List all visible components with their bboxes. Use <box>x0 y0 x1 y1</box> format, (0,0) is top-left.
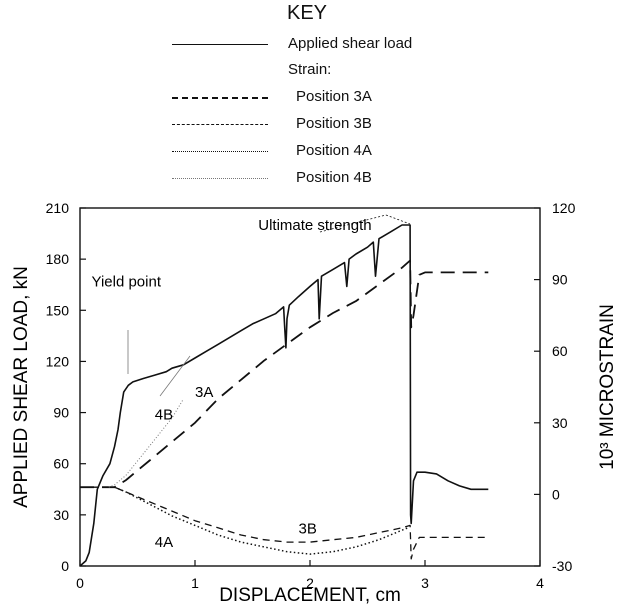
right-y-tick-label: 120 <box>552 200 576 216</box>
series-position-3b <box>80 486 489 560</box>
left-y-axis-label: APPLIED SHEAR LOAD, kN <box>11 266 32 508</box>
right-y-tick-label: 90 <box>552 272 568 288</box>
leader-ultimate-strength <box>319 214 387 233</box>
key-line-position-4b <box>172 178 268 179</box>
x-axis-label: DISPLACEMENT, cm <box>219 585 401 606</box>
right-y-tick-label: 60 <box>552 343 568 359</box>
left-y-tick-label: 30 <box>53 507 69 523</box>
left-y-tick-label: 90 <box>53 405 69 421</box>
key-title: KEY <box>287 2 328 24</box>
left-y-axis: 0 30 60 90 120 150 180 210 <box>46 200 86 574</box>
left-y-tick-label: 120 <box>46 353 70 369</box>
x-tick-label: 1 <box>191 575 199 591</box>
leader-4b <box>159 355 191 397</box>
right-y-tick-label: -30 <box>552 558 572 574</box>
key-line-position-3b <box>172 124 268 125</box>
right-y-axis: -30 0 30 60 90 120 <box>534 200 576 574</box>
series-position-3a <box>80 259 489 489</box>
key-label-applied-shear-load: Applied shear load <box>288 35 413 52</box>
annotation-3a: 3A <box>195 384 213 401</box>
left-y-tick-label: 210 <box>46 200 70 216</box>
x-tick-label: 3 <box>421 575 429 591</box>
key-label-position-4a: Position 4A <box>296 142 372 159</box>
annotation-yield-point: Yield point <box>92 273 162 290</box>
key-label-position-4b: Position 4B <box>296 169 372 186</box>
x-tick-label: 4 <box>536 575 544 591</box>
series-group <box>79 224 489 567</box>
annotation-4b: 4B <box>155 406 173 423</box>
key-label-position-3a: Position 3A <box>296 88 372 105</box>
annotation-4a: 4A <box>155 534 173 551</box>
key-line-position-3a <box>172 97 268 99</box>
plot-frame <box>79 207 541 567</box>
annotation-ultimate-strength: Ultimate strength <box>258 217 371 234</box>
annotation-3b: 3B <box>299 521 317 538</box>
series-position-4b <box>108 398 184 488</box>
key-label-position-3b: Position 3B <box>296 115 372 132</box>
left-y-tick-label: 60 <box>53 456 69 472</box>
leader-ultimate-strength-tip <box>385 214 411 225</box>
left-y-tick-label: 150 <box>46 302 70 318</box>
annotation-leaders <box>127 214 411 397</box>
annotations: Ultimate strength Yield point 3A 4B 3B 4A <box>92 217 372 551</box>
series-applied-shear-load <box>79 224 489 567</box>
left-y-tick-label: 0 <box>61 558 69 574</box>
right-y-tick-label: 30 <box>552 415 568 431</box>
key-line-position-4a <box>172 151 268 152</box>
left-y-tick-label: 180 <box>46 251 70 267</box>
x-tick-label: 2 <box>306 575 314 591</box>
key-line-applied-shear-load <box>172 44 268 45</box>
key-strain-heading: Strain: <box>288 61 332 78</box>
x-tick-label: 0 <box>76 575 84 591</box>
right-y-tick-label: 0 <box>552 486 560 502</box>
right-y-axis-label: 10³ MICROSTRAIN <box>597 304 618 470</box>
